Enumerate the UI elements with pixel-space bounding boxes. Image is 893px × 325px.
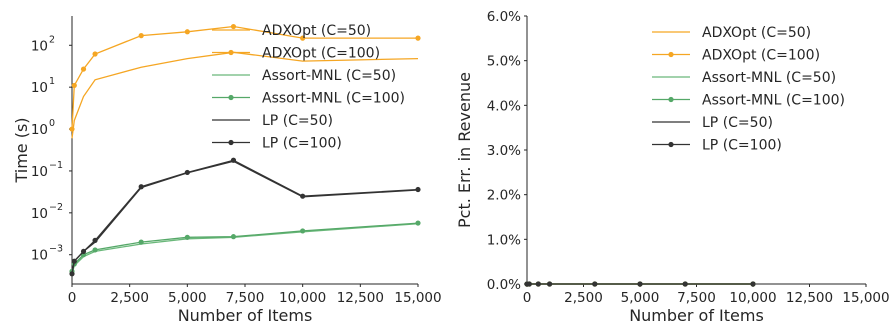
legend-marker [668,141,674,148]
legend-marker [228,94,234,101]
y-tick-label: 10 [31,122,48,138]
series-point [71,82,77,89]
y-tick-exponent: −1 [49,160,63,171]
series-point [80,248,87,255]
series-point [184,169,190,176]
legend-label: Assort-MNL (C=100) [702,93,845,109]
plot-area [524,281,756,287]
y-tick-label: 10 [31,248,48,264]
y-tick-exponent: 1 [49,76,55,87]
plot-area [69,23,421,277]
legend-label: LP (C=100) [702,138,782,154]
x-tick-label: 12,500 [337,290,384,306]
series-point [547,281,553,287]
y-axis-label: Time (s) [12,117,31,183]
y-tick-exponent: 0 [49,118,55,129]
y-tick-exponent: −3 [49,244,63,255]
series-point [80,66,87,72]
series-point [750,281,756,287]
series-point [92,237,98,243]
legend: ADXOpt (C=50) ADXOpt (C=100) Assort-MNL (C… [652,25,845,154]
series-point [138,33,144,39]
x-tick-label: 12,500 [786,290,833,306]
legend-label: ADXOpt (C=100) [702,48,820,64]
legend-marker [228,49,234,56]
series-point [69,271,75,277]
y-tick-label: 2.0% [487,188,521,204]
legend-label: ADXOpt (C=50) [702,25,811,41]
legend: ADXOpt (C=50) ADXOpt (C=100) Assort-MNL (C… [212,23,405,152]
y-tick-exponent: −2 [49,202,63,213]
x-tick-label: 2,500 [110,290,149,306]
series-point [184,234,190,240]
y-tick-label: 3.0% [487,143,521,159]
series-point [415,220,421,226]
series-point [300,193,306,199]
legend-marker [228,139,234,146]
x-tick-label: 10,000 [729,290,776,306]
y-tick-exponent: 2 [49,34,55,45]
series-point [300,35,306,41]
y-axis-label: Pct. Err. in Revenue [455,72,474,228]
y-tick-label: 10 [31,80,48,96]
x-tick-label: 5,000 [168,290,207,306]
y-tick-label: 5.0% [487,54,521,70]
legend-label: Assort-MNL (C=50) [702,70,836,86]
series-point [300,228,306,234]
y-tick-label: 10 [31,38,48,54]
series-point [71,258,77,264]
series-point [415,186,421,193]
x-tick-label: 5,000 [621,290,660,306]
x-axis-label: Number of Items [629,306,764,325]
x-tick-label: 7,500 [677,290,716,306]
series-point [69,126,75,132]
x-tick-label: 15,000 [842,290,889,306]
legend-label: ADXOpt (C=100) [262,46,380,62]
x-tick-label: 0 [523,290,532,306]
x-tick-label: 0 [68,290,77,306]
series-point [637,281,643,287]
y-tick-label: 6.0% [487,9,521,25]
series-point [92,51,98,57]
series-point [230,157,237,163]
y-tick-label: 1.0% [487,232,521,248]
y-tick-label: 0.0% [487,277,521,293]
y-tick-label: 10 [31,164,48,180]
legend-label: Assort-MNL (C=100) [262,91,405,107]
series-point [184,29,190,35]
series-point [415,35,421,41]
series-point [682,281,688,287]
y-tick-label: 10 [31,206,48,222]
series-point [526,281,532,287]
legend-label: LP (C=100) [262,136,342,152]
panel-1: 0 2,500 5,000 7,500 10,000 12,500 15,000 Number… [12,16,442,325]
series-point [592,281,598,287]
x-tick-label: 2,500 [564,290,603,306]
series-point [138,184,144,190]
series-point [230,23,237,30]
series-point [230,234,237,240]
series-line [71,51,419,139]
panel-2: 0 2,500 5,000 7,500 10,000 12,500 15,000 Number… [455,9,890,325]
series-point [92,247,98,253]
x-tick-label: 10,000 [279,290,326,306]
series-line [71,160,419,274]
legend-marker [668,96,674,103]
legend-label: Assort-MNL (C=50) [262,68,396,84]
x-axis-label: Number of Items [178,306,313,325]
legend-label: LP (C=50) [702,115,773,131]
legend-label: LP (C=50) [262,113,333,129]
series-point [535,281,541,287]
series-point [138,239,144,245]
legend-label: ADXOpt (C=50) [262,23,371,39]
series-line [71,159,419,274]
legend-marker [668,51,674,58]
x-tick-label: 15,000 [394,290,441,306]
x-tick-label: 7,500 [226,290,265,306]
series-line [71,223,419,274]
y-tick-label: 4.0% [487,98,521,114]
